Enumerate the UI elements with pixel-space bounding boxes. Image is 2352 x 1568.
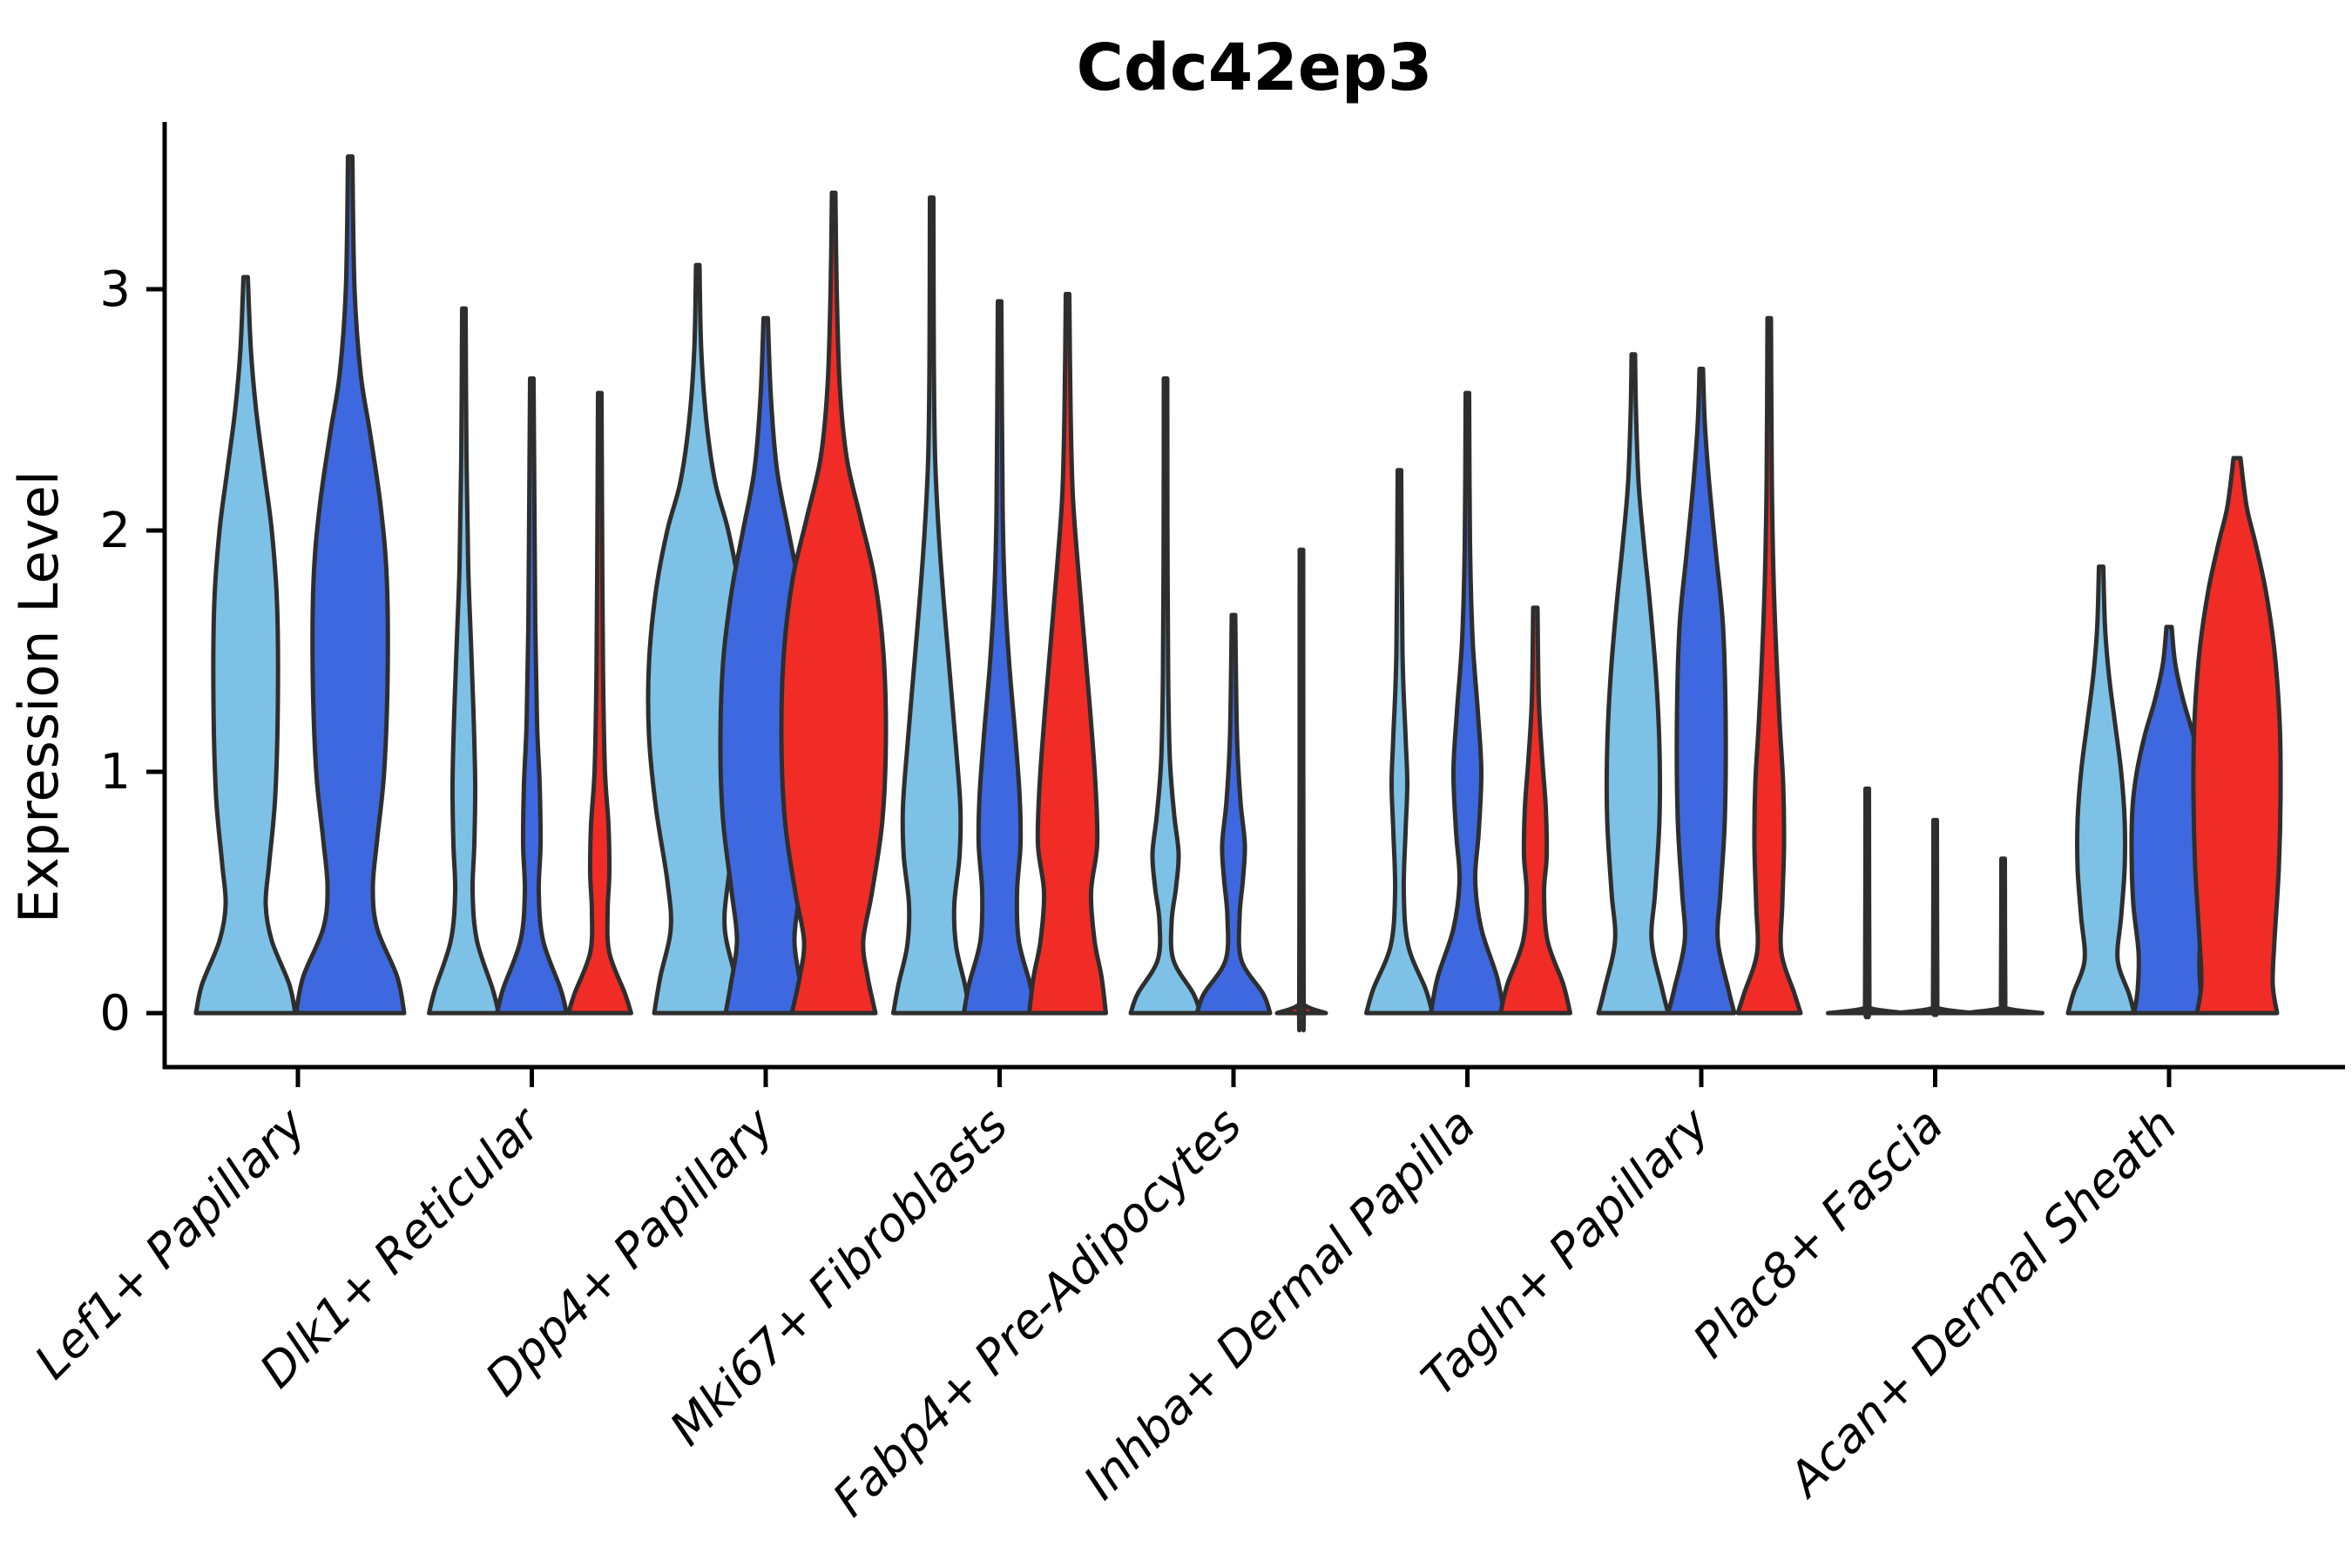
y-axis-label: Expression Level [7, 470, 71, 923]
violin-fabp4-pre-adipocytes-light-blue [1128, 375, 1203, 1016]
violin-inhba-dermal-papilla-red [1498, 605, 1572, 1016]
chart-title: Cdc42ep3 [1077, 30, 1433, 105]
violin-plac8-fascia-red [1962, 856, 2044, 1016]
violin-tagln-papillary-red [1735, 315, 1803, 1016]
violin-lef1-papillary-dark-blue [294, 154, 407, 1016]
violin-mki67-fibroblasts-dark-blue [962, 299, 1037, 1016]
x-tick-label-acan-dermal-sheath: Acan+ Dermal Sheath [1776, 1098, 2187, 1509]
violin-dlk1-reticular-dark-blue [495, 375, 569, 1016]
violin-lef1-papillary-light-blue [193, 274, 298, 1016]
y-tick-label-1: 1 [99, 744, 131, 801]
x-tick-label-plac8-fascia: Plac8+ Fascia [1682, 1098, 1953, 1369]
violin-inhba-dermal-papilla-dark-blue [1429, 390, 1506, 1016]
x-tick-label-inhba-dermal-papilla: Inhba+ Dermal Papilla [1073, 1098, 1486, 1511]
violin-mki67-fibroblasts-red [1027, 292, 1108, 1016]
y-tick-label-3: 3 [99, 261, 131, 318]
violin-dlk1-reticular-red [566, 390, 633, 1016]
violin-acan-dermal-sheath-red [2191, 456, 2283, 1016]
violin-dlk1-reticular-light-blue [427, 306, 501, 1016]
violin-acan-dermal-sheath-light-blue [2065, 564, 2137, 1016]
x-tick-label-fabp4-pre-adipocytes: Fabp4+ Pre-Adipocytes [822, 1098, 1252, 1527]
violin-fabp4-pre-adipocytes-red [1274, 547, 1328, 1033]
violin-tagln-papillary-dark-blue [1666, 366, 1737, 1016]
violin-plac8-fascia-dark-blue [1894, 817, 1977, 1017]
violin-mki67-fibroblasts-light-blue [891, 195, 972, 1016]
violin-dpp4-papillary-red [779, 190, 889, 1016]
violin-plac8-fascia-light-blue [1826, 786, 1909, 1020]
y-tick-label-2: 2 [99, 503, 131, 559]
y-tick-label-0: 0 [99, 985, 131, 1042]
violin-inhba-dermal-papilla-light-blue [1364, 468, 1435, 1016]
violin-tagln-papillary-light-blue [1596, 352, 1671, 1016]
violin-fabp4-pre-adipocytes-dark-blue [1194, 612, 1273, 1016]
